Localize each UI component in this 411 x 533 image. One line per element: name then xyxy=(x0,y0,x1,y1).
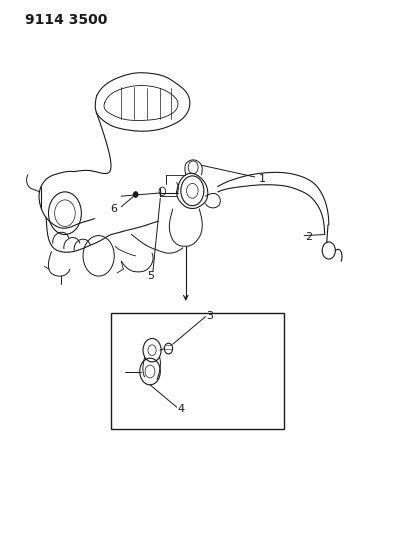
Text: 9114 3500: 9114 3500 xyxy=(25,13,107,27)
Bar xyxy=(111,313,284,429)
Text: 4: 4 xyxy=(178,404,185,414)
Text: 5: 5 xyxy=(147,271,154,281)
Text: 3: 3 xyxy=(206,311,213,320)
Text: 2: 2 xyxy=(305,232,312,242)
Text: 6: 6 xyxy=(110,204,117,214)
Text: 1: 1 xyxy=(259,174,266,183)
Circle shape xyxy=(134,192,138,197)
